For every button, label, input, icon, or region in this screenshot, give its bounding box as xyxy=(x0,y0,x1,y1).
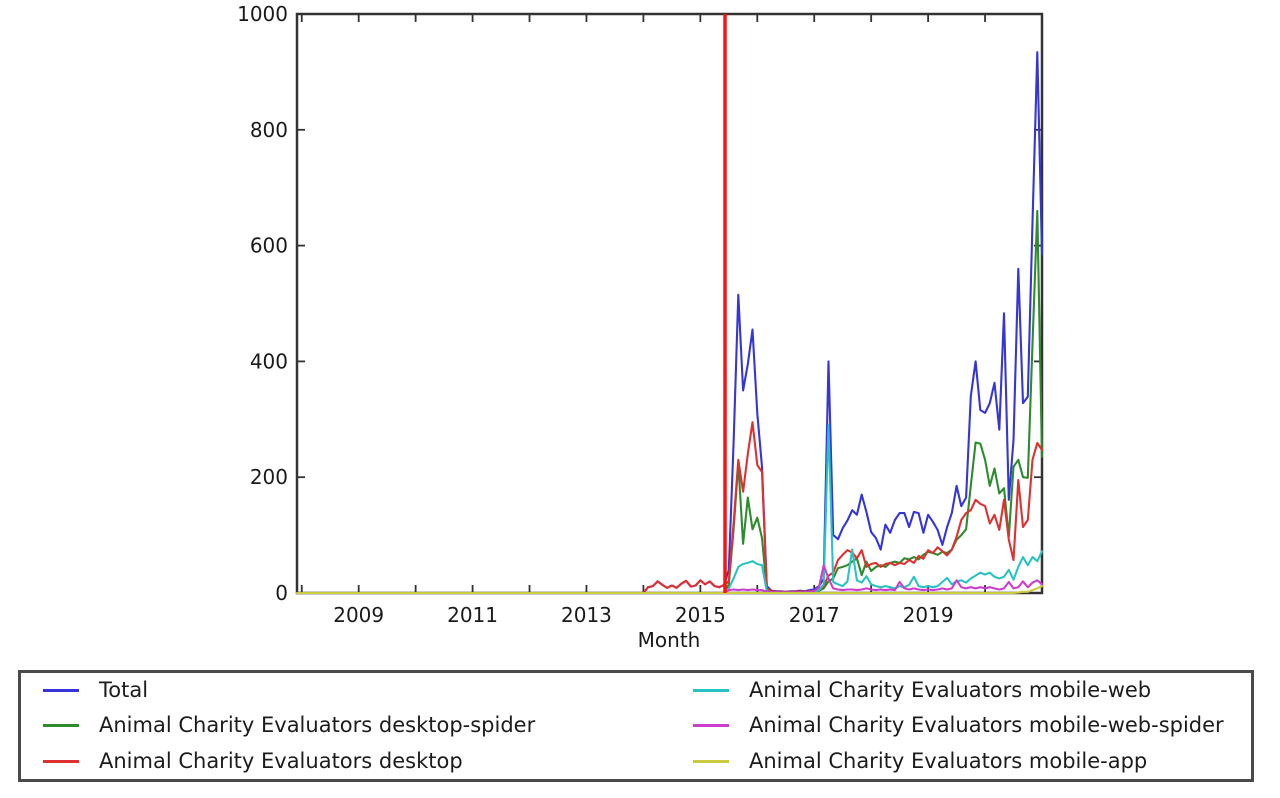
legend-item-desktop: Animal Charity Evaluators desktop xyxy=(21,748,671,773)
x-tick-label: 2019 xyxy=(903,603,954,627)
plot-background xyxy=(297,14,1042,593)
legend: Total Animal Charity Evaluators desktop-… xyxy=(18,670,1254,782)
x-tick-label: 2009 xyxy=(333,603,384,627)
legend-item-total: Total xyxy=(21,680,671,701)
y-tick-label: 200 xyxy=(250,465,288,489)
y-tick-labels: 0 200 400 600 800 1000 xyxy=(237,2,288,605)
legend-line-desktop-icon xyxy=(43,759,79,763)
y-tick-label: 1000 xyxy=(237,2,288,26)
legend-line-mobile-web-spider-icon xyxy=(693,724,729,728)
x-tick-labels: 2009 2011 2013 2015 2017 2019 xyxy=(333,603,953,627)
x-axis-label: Month xyxy=(638,628,701,652)
legend-label-mobile-web-spider: Animal Charity Evaluators mobile-web-spi… xyxy=(749,713,1224,738)
y-tick-label: 800 xyxy=(250,118,288,142)
legend-line-desktop-spider-icon xyxy=(43,724,79,728)
x-tick-label: 2015 xyxy=(675,603,726,627)
legend-item-mobile-web-spider: Animal Charity Evaluators mobile-web-spi… xyxy=(671,715,1251,736)
y-tick-label: 600 xyxy=(250,234,288,258)
legend-item-mobile-app: Animal Charity Evaluators mobile-app xyxy=(671,748,1251,773)
legend-label-desktop: Animal Charity Evaluators desktop xyxy=(99,748,463,773)
series-line-5 xyxy=(295,585,1044,595)
legend-line-mobile-web-icon xyxy=(693,689,729,693)
legend-label-mobile-web: Animal Charity Evaluators mobile-web xyxy=(749,678,1152,703)
legend-label-mobile-app: Animal Charity Evaluators mobile-app xyxy=(749,748,1148,773)
legend-line-mobile-app-icon xyxy=(693,759,729,763)
legend-line-total-icon xyxy=(43,689,79,693)
y-tick-label: 400 xyxy=(250,349,288,373)
y-tick-label: 0 xyxy=(275,581,288,605)
x-tick-label: 2013 xyxy=(561,603,612,627)
legend-item-desktop-spider: Animal Charity Evaluators desktop-spider xyxy=(21,715,671,736)
x-tick-label: 2011 xyxy=(447,603,498,627)
legend-label-total: Total xyxy=(99,678,149,703)
legend-label-desktop-spider: Animal Charity Evaluators desktop-spider xyxy=(99,713,536,738)
x-tick-label: 2017 xyxy=(789,603,840,627)
series-lines xyxy=(295,51,1044,595)
legend-item-mobile-web: Animal Charity Evaluators mobile-web xyxy=(671,680,1251,701)
